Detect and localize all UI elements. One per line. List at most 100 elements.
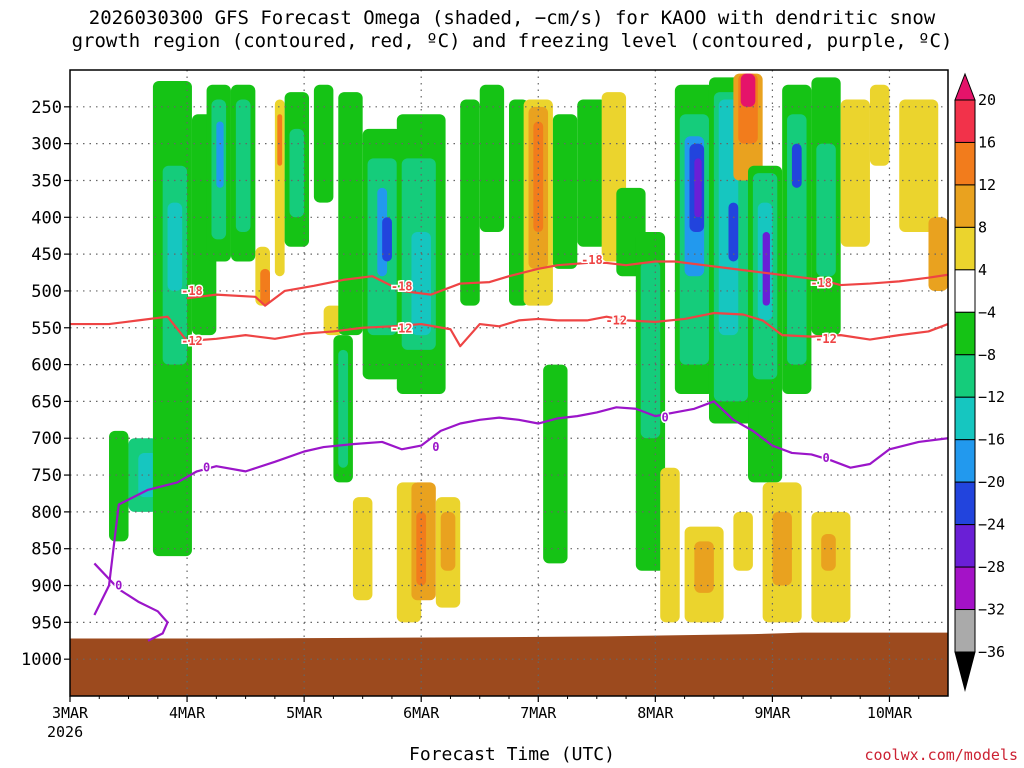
colorbar-label: −12 bbox=[978, 388, 1005, 406]
colorbar-band bbox=[954, 226, 976, 271]
y-tick-label: 250 bbox=[31, 98, 62, 118]
omega-cell bbox=[740, 73, 756, 107]
y-tick-label: 850 bbox=[31, 540, 62, 560]
omega-cell bbox=[552, 114, 578, 269]
omega-cell bbox=[928, 217, 948, 291]
colorbar-band bbox=[954, 439, 976, 483]
omega-cell bbox=[762, 232, 770, 306]
y-tick-label: 700 bbox=[31, 429, 62, 449]
omega-cell bbox=[772, 511, 792, 586]
omega-cell bbox=[411, 232, 431, 336]
contour-label: 0 bbox=[115, 579, 122, 593]
x-axis-label: Forecast Time (UTC) bbox=[409, 744, 615, 765]
x-tick-sublabel: 2026 bbox=[47, 723, 83, 741]
contour-freezing_0_low bbox=[93, 562, 169, 642]
contour-label: -18 bbox=[810, 276, 832, 290]
y-tick-label: 600 bbox=[31, 356, 62, 376]
site-credit: coolwx.com/models bbox=[864, 746, 1018, 764]
y-tick-label: 400 bbox=[31, 208, 62, 228]
colorbar-band bbox=[954, 269, 976, 313]
contour-label: -12 bbox=[605, 313, 627, 327]
omega-cell bbox=[660, 467, 680, 623]
colorbar-label: 12 bbox=[978, 176, 996, 194]
colorbar-label: 16 bbox=[978, 133, 996, 151]
contour-label: 0 bbox=[203, 461, 210, 475]
omega-cell bbox=[509, 99, 529, 306]
y-tick-label: 900 bbox=[31, 577, 62, 597]
omega-cell bbox=[260, 268, 270, 306]
omega-cell bbox=[479, 84, 505, 233]
contour-dgz_-12 bbox=[70, 311, 948, 348]
omega-cell bbox=[289, 128, 305, 218]
colorbar-top-arrow bbox=[954, 72, 976, 101]
omega-cell bbox=[382, 217, 392, 262]
x-tick-label: 10MAR bbox=[867, 704, 913, 722]
omega-cell bbox=[733, 511, 753, 571]
colorbar-label: −28 bbox=[978, 558, 1005, 576]
contour-label: -18 bbox=[391, 280, 413, 294]
omega-cell bbox=[694, 541, 714, 593]
omega-cell bbox=[167, 202, 183, 291]
omega-cell bbox=[791, 143, 802, 188]
omega-cell bbox=[338, 349, 349, 468]
colorbar-label: 20 bbox=[978, 91, 996, 109]
colorbar-label: 8 bbox=[978, 218, 987, 236]
omega-cell bbox=[821, 533, 836, 571]
y-tick-label: 500 bbox=[31, 282, 62, 302]
y-tick-label: 350 bbox=[31, 171, 62, 191]
x-tick-label: 5MAR bbox=[286, 704, 323, 722]
omega-cell bbox=[728, 202, 739, 262]
contour-label: 0 bbox=[432, 440, 439, 454]
omega-cell bbox=[235, 99, 251, 233]
contour-label: -12 bbox=[815, 332, 837, 346]
contour-label: 0 bbox=[661, 411, 668, 425]
y-tick-label: 1000 bbox=[21, 650, 62, 670]
contour-label: -18 bbox=[581, 253, 603, 267]
colorbar-band bbox=[954, 609, 976, 653]
chart-title-line-1: 2026030300 GFS Forecast Omega (shaded, −… bbox=[88, 7, 936, 29]
omega-cell bbox=[440, 511, 456, 571]
chart-title-line-2: growth region (contoured, red, ºC) and f… bbox=[71, 30, 953, 52]
colorbar-band bbox=[954, 141, 976, 186]
colorbar-band bbox=[954, 99, 976, 143]
omega-cell bbox=[109, 430, 129, 542]
y-tick-label: 550 bbox=[31, 319, 62, 339]
x-tick-label: 6MAR bbox=[403, 704, 440, 722]
colorbar-band bbox=[954, 524, 976, 568]
omega-cell bbox=[338, 92, 363, 336]
omega-cell bbox=[543, 364, 568, 564]
colorbar-label: −16 bbox=[978, 431, 1005, 449]
y-tick-label: 300 bbox=[31, 135, 62, 155]
omega-cell bbox=[216, 121, 224, 188]
x-tick-label: 4MAR bbox=[169, 704, 206, 722]
contour-label: -12 bbox=[181, 334, 203, 348]
colorbar-label: −20 bbox=[978, 473, 1005, 491]
colorbar-label: −8 bbox=[978, 346, 996, 364]
omega-cell bbox=[277, 114, 283, 166]
ground-below-surface bbox=[70, 632, 948, 696]
contour-freezing_0 bbox=[93, 400, 948, 616]
y-tick-label: 750 bbox=[31, 466, 62, 486]
colorbar-label: −32 bbox=[978, 601, 1005, 619]
colorbar-band bbox=[954, 311, 976, 356]
colorbar-bottom-arrow bbox=[954, 651, 976, 692]
y-tick-label: 450 bbox=[31, 245, 62, 265]
colorbar-band bbox=[954, 354, 976, 398]
colorbar-band bbox=[954, 566, 976, 611]
x-tick-label: 7MAR bbox=[520, 704, 557, 722]
omega-cell bbox=[869, 84, 890, 166]
omega-cell bbox=[460, 99, 480, 306]
colorbar-label: 4 bbox=[978, 261, 987, 279]
x-tick-label: 9MAR bbox=[754, 704, 791, 722]
colorbar-label: −4 bbox=[978, 303, 996, 321]
x-tick-label: 3MAR bbox=[52, 704, 89, 722]
contour-dgz_-18 bbox=[186, 260, 948, 307]
colorbar-label: −36 bbox=[978, 643, 1005, 661]
colorbar-band bbox=[954, 184, 976, 228]
omega-cell bbox=[899, 99, 939, 233]
contour-label: -12 bbox=[391, 322, 413, 336]
omega-cell bbox=[694, 158, 702, 218]
x-tick-label: 8MAR bbox=[637, 704, 674, 722]
contour-label: -18 bbox=[181, 284, 203, 298]
